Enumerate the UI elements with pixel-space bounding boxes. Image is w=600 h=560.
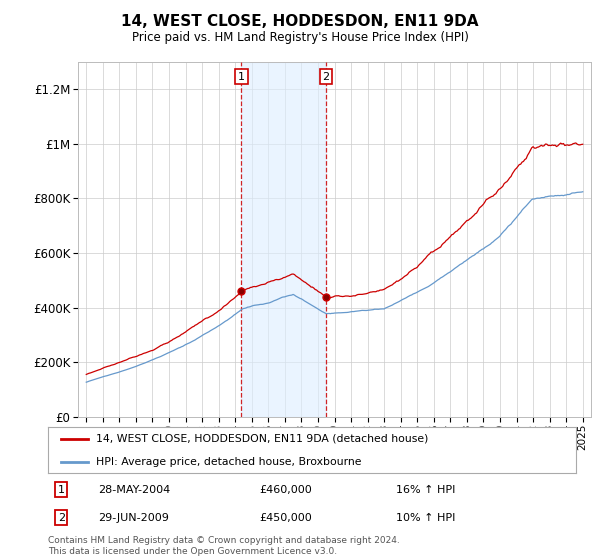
Text: 29-JUN-2009: 29-JUN-2009 xyxy=(98,513,169,523)
Bar xyxy=(241,62,326,417)
Text: 1: 1 xyxy=(58,484,65,494)
Text: 28-MAY-2004: 28-MAY-2004 xyxy=(98,484,170,494)
Text: Price paid vs. HM Land Registry's House Price Index (HPI): Price paid vs. HM Land Registry's House … xyxy=(131,31,469,44)
Text: HPI: Average price, detached house, Broxbourne: HPI: Average price, detached house, Brox… xyxy=(95,457,361,466)
Text: 1: 1 xyxy=(238,72,245,82)
Text: 16% ↑ HPI: 16% ↑ HPI xyxy=(397,484,456,494)
Text: £450,000: £450,000 xyxy=(259,513,312,523)
Text: Contains HM Land Registry data © Crown copyright and database right 2024.
This d: Contains HM Land Registry data © Crown c… xyxy=(48,536,400,556)
Text: 2: 2 xyxy=(322,72,329,82)
Text: £460,000: £460,000 xyxy=(259,484,312,494)
Text: 14, WEST CLOSE, HODDESDON, EN11 9DA: 14, WEST CLOSE, HODDESDON, EN11 9DA xyxy=(121,14,479,29)
Text: 14, WEST CLOSE, HODDESDON, EN11 9DA (detached house): 14, WEST CLOSE, HODDESDON, EN11 9DA (det… xyxy=(95,434,428,444)
Text: 2: 2 xyxy=(58,513,65,523)
Text: 10% ↑ HPI: 10% ↑ HPI xyxy=(397,513,456,523)
